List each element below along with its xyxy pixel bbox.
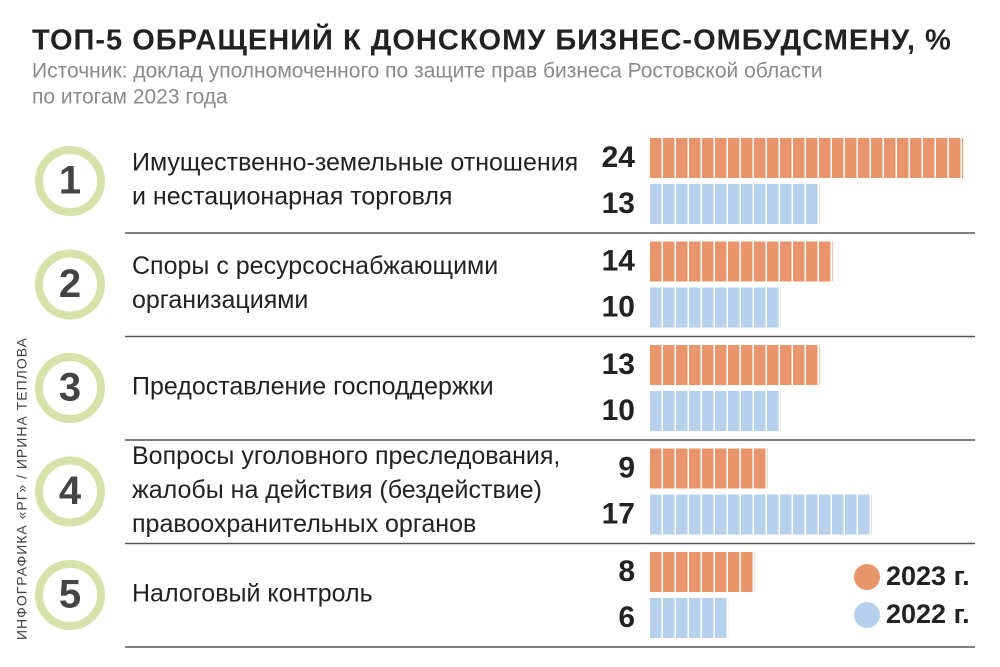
bar <box>650 448 768 489</box>
bar <box>650 345 820 385</box>
legend-swatch <box>854 564 880 590</box>
bar <box>650 138 963 178</box>
value-label: 24 <box>602 141 636 174</box>
category-label: Имущественно-земельные отношения <box>132 149 578 177</box>
subtitle: Источник: доклад уполномоченного по защи… <box>32 60 823 83</box>
category-label: организациями <box>132 286 308 314</box>
value-label: 17 <box>602 497 635 530</box>
value-label: 10 <box>602 394 635 427</box>
bar <box>650 287 781 328</box>
category-label: Вопросы уголовного преследования, <box>132 442 560 470</box>
value-label: 9 <box>618 451 635 484</box>
legend-swatch <box>854 602 880 628</box>
rank: 5 <box>59 573 81 617</box>
credit: ИНФОГРАФИКА «РГ» / ИРИНА ТЕПЛОВА <box>14 337 30 640</box>
category-label: и нестационарная торговля <box>132 183 452 211</box>
chart-title: ТОП-5 ОБРАЩЕНИЙ К ДОНСКОМУ БИЗНЕС-ОМБУДС… <box>32 23 952 57</box>
bar <box>650 598 729 638</box>
category-label: Налоговый контроль <box>132 580 373 608</box>
subtitle: по итогам 2023 года <box>32 86 228 109</box>
value-label: 13 <box>602 348 635 381</box>
rank: 3 <box>59 366 81 410</box>
legend-label: 2022 г. <box>886 599 970 629</box>
bar <box>650 494 872 535</box>
value-label: 6 <box>618 601 635 634</box>
value-label: 13 <box>602 187 635 220</box>
rank: 1 <box>59 159 81 203</box>
bar <box>650 391 781 431</box>
value-label: 14 <box>602 244 636 277</box>
category-label: Предоставление господдержки <box>132 373 494 401</box>
rank-circle <box>35 146 105 216</box>
bar <box>650 184 820 224</box>
rank-circle <box>35 353 105 423</box>
rank-circle <box>35 249 105 320</box>
legend-label: 2023 г. <box>886 561 970 591</box>
value-label: 10 <box>602 290 635 323</box>
rank: 4 <box>59 469 82 513</box>
value-label: 8 <box>618 555 635 588</box>
bar <box>650 241 833 282</box>
rank: 2 <box>59 262 81 306</box>
rank-circle <box>35 560 105 630</box>
rank-circle <box>35 456 105 527</box>
bar <box>650 552 755 592</box>
category-label: жалобы на действия (бездействие) <box>132 476 542 504</box>
category-label: правоохранительных органов <box>132 510 476 538</box>
category-label: Споры с ресурсоснабжающими <box>132 252 498 280</box>
